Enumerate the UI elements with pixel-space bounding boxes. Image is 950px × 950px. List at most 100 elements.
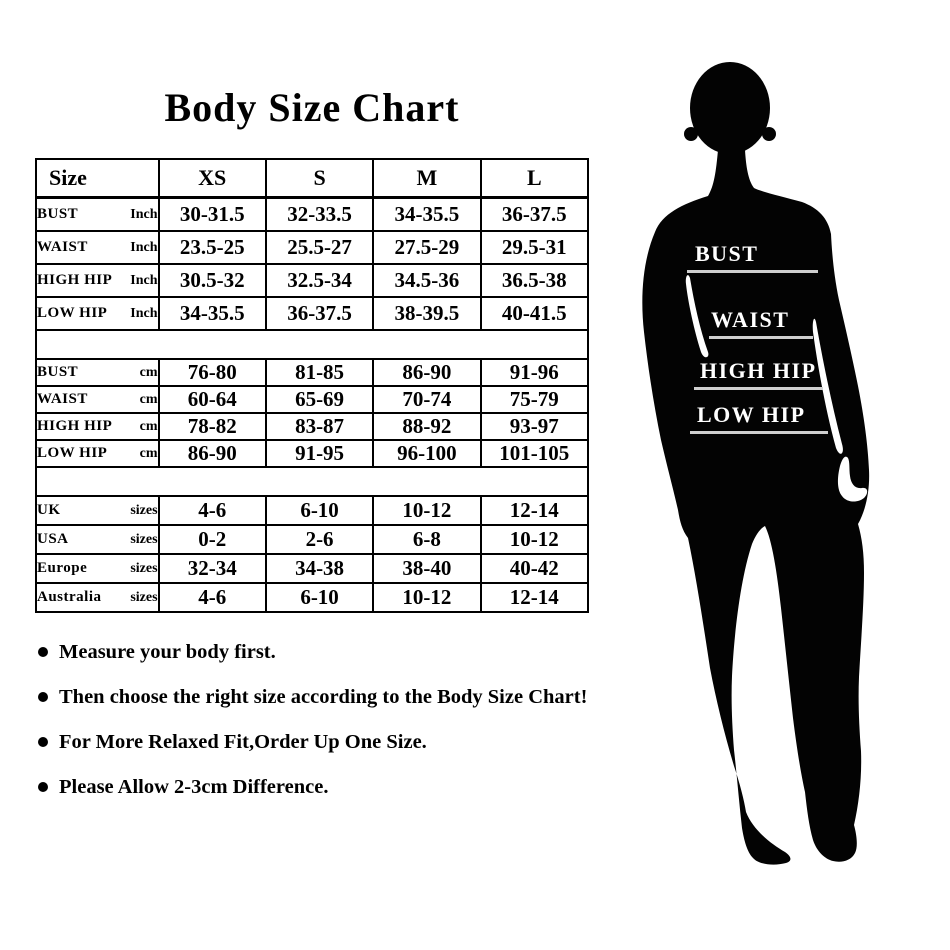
cell-value: 10-12: [372, 582, 482, 613]
cell-value: 38-40: [372, 553, 482, 584]
cell-value: 12-14: [479, 495, 590, 526]
cell-value: 75-79: [479, 385, 590, 414]
cell-value: 36-37.5: [479, 196, 590, 232]
cell-value: 25.5-27: [264, 230, 375, 265]
row-label-cell: HIGH HIP cm: [35, 412, 160, 441]
cell-value: 91-95: [264, 439, 375, 468]
table-row: HIGH HIP Inch 30.5-32 32.5-34 34.5-36 36.5-38: [35, 263, 590, 298]
cell-value: 4-6: [157, 582, 267, 613]
row-label-cell: Australia sizes: [35, 582, 160, 613]
row-unit: Inch: [130, 240, 158, 255]
cell-value: 34-35.5: [372, 196, 482, 232]
cell-value: 12-14: [479, 582, 590, 613]
cell-value: 76-80: [157, 358, 267, 387]
row-label-cell: LOW HIP Inch: [35, 296, 160, 331]
cell-value: 65-69: [264, 385, 375, 414]
spacer-row: [35, 329, 589, 360]
table-row: USA sizes 0-2 2-6 6-8 10-12: [35, 524, 590, 555]
row-unit: sizes: [130, 561, 158, 576]
table-row: WAIST cm 60-64 65-69 70-74 75-79: [35, 385, 590, 414]
row-label: UK: [37, 502, 61, 518]
bullet-icon: [38, 692, 48, 702]
cell-value: 91-96: [479, 358, 590, 387]
row-unit: cm: [139, 392, 158, 407]
table-row: BUST cm 76-80 81-85 86-90 91-96: [35, 358, 590, 387]
table-row: LOW HIP cm 86-90 91-95 96-100 101-105: [35, 439, 590, 468]
header-col: XS: [157, 158, 267, 199]
figure-label-low-hip: LOW HIP: [690, 402, 828, 434]
spacer-cell: [35, 329, 589, 360]
cell-value: 81-85: [264, 358, 375, 387]
cell-value: 29.5-31: [479, 230, 590, 265]
header-col: M: [372, 158, 482, 199]
row-label: Australia: [37, 589, 102, 605]
row-label-cell: USA sizes: [35, 524, 160, 555]
row-unit: Inch: [130, 207, 158, 222]
cell-value: 96-100: [372, 439, 482, 468]
row-unit: Inch: [130, 273, 158, 288]
table-header-row: Size XS S M L: [35, 158, 590, 199]
bullet-icon: [38, 782, 48, 792]
bullet-icon: [38, 737, 48, 747]
figure-label-high-hip: HIGH HIP: [694, 358, 823, 390]
cell-value: 40-41.5: [479, 296, 590, 331]
row-label-cell: LOW HIP cm: [35, 439, 160, 468]
bust-underline: [687, 270, 818, 273]
table-row: UK sizes 4-6 6-10 10-12 12-14: [35, 495, 590, 526]
header-col: L: [479, 158, 590, 199]
size-table-body: Size XS S M L BUST Inch 30-31.5 32-33.5 34-35.5 36…: [35, 158, 590, 613]
row-label-cell: HIGH HIP Inch: [35, 263, 160, 298]
row-unit: cm: [139, 419, 158, 434]
cell-value: 70-74: [372, 385, 482, 414]
note-text: Then choose the right size according to …: [59, 686, 588, 708]
cell-value: 6-8: [372, 524, 482, 555]
cell-value: 32-33.5: [264, 196, 375, 232]
cell-value: 38-39.5: [372, 296, 482, 331]
row-label-cell: Europe sizes: [35, 553, 160, 584]
size-table-grid: Size XS S M L BUST Inch 30-31.5 32-33.5 34-35.5 36…: [35, 158, 590, 613]
row-label: WAIST: [37, 391, 88, 407]
row-label-cell: BUST cm: [35, 358, 160, 387]
cell-value: 36.5-38: [479, 263, 590, 298]
header-col: S: [264, 158, 375, 199]
note-text: Please Allow 2-3cm Difference.: [59, 776, 329, 798]
cell-value: 2-6: [264, 524, 375, 555]
row-unit: sizes: [130, 532, 158, 547]
row-unit: sizes: [130, 590, 158, 605]
cell-value: 34-38: [264, 553, 375, 584]
cell-value: 101-105: [479, 439, 590, 468]
table-row: BUST Inch 30-31.5 32-33.5 34-35.5 36-37.5: [35, 196, 590, 232]
row-label: WAIST: [37, 239, 88, 255]
table-row: Europe sizes 32-34 34-38 38-40 40-42: [35, 553, 590, 584]
row-label: HIGH HIP: [37, 272, 113, 288]
cell-value: 83-87: [264, 412, 375, 441]
cell-value: 30-31.5: [157, 196, 267, 232]
row-label: BUST: [37, 206, 79, 222]
low-hip-underline: [690, 431, 828, 434]
bullet-icon: [38, 647, 48, 657]
row-label: BUST: [37, 364, 79, 380]
cell-value: 0-2: [157, 524, 267, 555]
cell-value: 10-12: [479, 524, 590, 555]
row-label-cell: WAIST Inch: [35, 230, 160, 265]
row-label: HIGH HIP: [37, 418, 113, 434]
notes-list: Measure your body first. Then choose the…: [38, 636, 616, 816]
female-silhouette-icon: [642, 62, 870, 865]
cell-value: 27.5-29: [372, 230, 482, 265]
row-label: LOW HIP: [37, 445, 108, 461]
spacer-row: [35, 466, 589, 497]
row-label: Europe: [37, 560, 88, 576]
cell-value: 30.5-32: [157, 263, 267, 298]
high-hip-underline: [694, 387, 823, 390]
cell-value: 88-92: [372, 412, 482, 441]
cell-value: 6-10: [264, 582, 375, 613]
table-row: LOW HIP Inch 34-35.5 36-37.5 38-39.5 40-41.5: [35, 296, 590, 331]
row-label-cell: BUST Inch: [35, 196, 160, 232]
cell-value: 6-10: [264, 495, 375, 526]
row-label: USA: [37, 531, 69, 547]
note-item: For More Relaxed Fit,Order Up One Size.: [38, 726, 616, 758]
cell-value: 10-12: [372, 495, 482, 526]
waist-underline: [709, 336, 813, 339]
body-silhouette-figure: BUST WAIST HIGH HIP LOW HIP: [628, 62, 908, 877]
